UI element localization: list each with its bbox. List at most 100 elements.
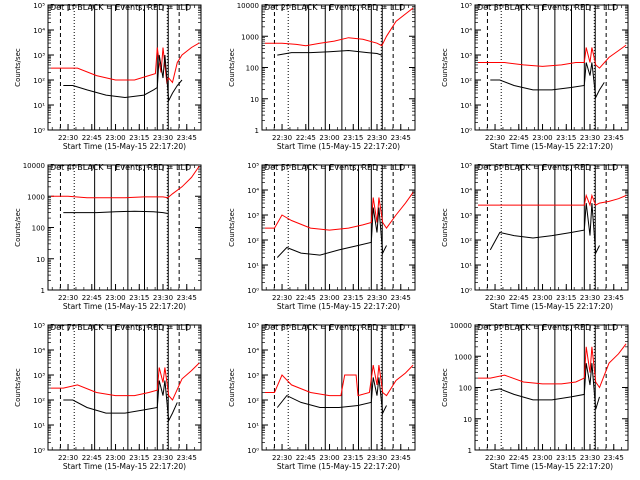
x-tick-label: 23:00 xyxy=(532,134,552,142)
chart-panel-6: Det 6f BLACK = Events, RED = LLD 10⁰ 10¹ 10… xyxy=(441,162,629,311)
x-tick-label: 23:00 xyxy=(105,294,125,302)
plot-frame xyxy=(47,324,202,451)
x-tick-label: 23:45 xyxy=(177,294,197,302)
y-tick-label: 10² xyxy=(247,397,259,405)
y-tick-label: 10 xyxy=(250,96,259,104)
y-tick-label: 10⁵ xyxy=(33,322,45,330)
x-tick-label: 22:30 xyxy=(485,134,505,142)
x-tick-label: 22:30 xyxy=(272,454,292,462)
y-tick-label: 1000 xyxy=(241,33,259,41)
y-tick-label: 10⁴ xyxy=(247,347,259,355)
y-tick-label: 10³ xyxy=(33,372,45,380)
y-tick-label: 10⁴ xyxy=(33,27,45,35)
x-tick-label: 22:45 xyxy=(296,294,316,302)
x-tick-label: 22:45 xyxy=(82,454,102,462)
x-axis-label: Start Time (15-May-15 22:17:20) xyxy=(63,462,186,471)
y-axis-label: Counts/sec xyxy=(14,368,22,407)
chart-title: Det 8f BLACK = Events, RED = LLD xyxy=(264,323,405,332)
y-axis-label: Counts/sec xyxy=(228,48,236,87)
x-tick-label: 22:45 xyxy=(296,134,316,142)
chart-title: Det 4f BLACK = Events, RED = LLD xyxy=(50,163,191,172)
y-tick-label: 1 xyxy=(41,287,45,295)
chart-title: Det 2f BLACK = Events, RED = LLD xyxy=(264,3,405,12)
x-tick-label: 22:45 xyxy=(509,454,529,462)
x-tick-label: 23:30 xyxy=(580,454,600,462)
x-tick-label: 23:45 xyxy=(177,454,197,462)
x-tick-label: 22:45 xyxy=(82,294,102,302)
x-axis-label: Start Time (15-May-15 22:17:20) xyxy=(277,142,400,151)
x-tick-label: 23:30 xyxy=(367,134,387,142)
y-tick-label: 10¹ xyxy=(33,422,45,430)
x-tick-label: 23:45 xyxy=(604,454,624,462)
x-tick-label: 23:00 xyxy=(319,294,339,302)
x-tick-label: 23:00 xyxy=(319,134,339,142)
black-events-series xyxy=(63,380,178,423)
y-tick-label: 100 xyxy=(459,385,472,393)
x-tick-label: 23:15 xyxy=(129,134,149,142)
x-tick-label: 23:30 xyxy=(580,134,600,142)
y-tick-label: 10⁵ xyxy=(460,162,472,170)
y-tick-label: 10² xyxy=(460,237,472,245)
black-events-series xyxy=(276,377,387,415)
y-axis-label: Counts/sec xyxy=(228,368,236,407)
x-tick-label: 23:15 xyxy=(343,134,363,142)
y-tick-label: 1 xyxy=(255,127,259,135)
chart-panel-1: Det 1f BLACK = Events, RED = LLD 10⁰ 10¹ 10… xyxy=(14,2,202,151)
y-tick-label: 10⁴ xyxy=(460,27,472,35)
x-tick-label: 22:30 xyxy=(485,294,505,302)
y-tick-label: 10000 xyxy=(23,162,45,170)
plot-frame xyxy=(261,4,416,131)
y-tick-label: 1000 xyxy=(454,353,472,361)
x-tick-label: 22:30 xyxy=(58,454,78,462)
black-events-series xyxy=(63,54,183,103)
red-lld-series xyxy=(51,42,200,85)
plot-frame xyxy=(474,324,629,451)
y-tick-label: 10⁵ xyxy=(247,322,259,330)
y-tick-label: 10³ xyxy=(460,52,472,60)
red-lld-series xyxy=(51,166,200,199)
x-tick-label: 23:00 xyxy=(532,294,552,302)
y-tick-label: 10⁴ xyxy=(247,187,259,195)
x-tick-label: 23:30 xyxy=(153,294,173,302)
x-tick-label: 23:15 xyxy=(556,454,576,462)
y-tick-label: 10² xyxy=(460,77,472,85)
y-tick-label: 10⁰ xyxy=(33,127,45,135)
plot-frame xyxy=(261,324,416,451)
red-lld-series xyxy=(51,362,200,401)
y-tick-label: 10⁰ xyxy=(460,127,472,135)
red-lld-series xyxy=(478,193,627,207)
y-tick-label: 10⁰ xyxy=(247,287,259,295)
x-tick-label: 22:30 xyxy=(485,454,505,462)
x-tick-label: 22:30 xyxy=(272,294,292,302)
y-tick-label: 10² xyxy=(247,237,259,245)
y-axis-label: Counts/sec xyxy=(228,208,236,247)
y-tick-label: 10⁰ xyxy=(33,447,45,455)
x-tick-label: 22:45 xyxy=(296,454,316,462)
y-tick-label: 10² xyxy=(33,77,45,85)
red-lld-series xyxy=(265,192,414,231)
black-events-series xyxy=(277,49,382,56)
y-tick-label: 10⁵ xyxy=(460,2,472,10)
plot-frame xyxy=(47,164,202,291)
x-tick-label: 23:00 xyxy=(105,454,125,462)
y-tick-label: 100 xyxy=(246,65,259,73)
y-tick-label: 10³ xyxy=(247,372,259,380)
chart-panel-9: Det 9f BLACK = Events, RED = LLD 1 10 100 10… xyxy=(441,322,629,471)
y-tick-label: 10⁰ xyxy=(247,447,259,455)
y-tick-label: 10³ xyxy=(460,212,472,220)
x-tick-label: 23:45 xyxy=(391,134,411,142)
black-events-series xyxy=(490,363,600,410)
x-tick-label: 23:45 xyxy=(604,294,624,302)
black-events-series xyxy=(276,207,387,258)
plot-frame xyxy=(47,4,202,131)
x-axis-label: Start Time (15-May-15 22:17:20) xyxy=(490,142,613,151)
x-tick-label: 23:30 xyxy=(367,454,387,462)
x-tick-label: 23:45 xyxy=(391,294,411,302)
x-tick-label: 22:30 xyxy=(58,294,78,302)
x-tick-label: 23:15 xyxy=(129,294,149,302)
x-axis-label: Start Time (15-May-15 22:17:20) xyxy=(490,302,613,311)
y-tick-label: 10⁴ xyxy=(460,187,472,195)
y-axis-label: Counts/sec xyxy=(441,208,449,247)
chart-panel-4: Det 4f BLACK = Events, RED = LLD 1 10 100 10… xyxy=(14,162,202,311)
